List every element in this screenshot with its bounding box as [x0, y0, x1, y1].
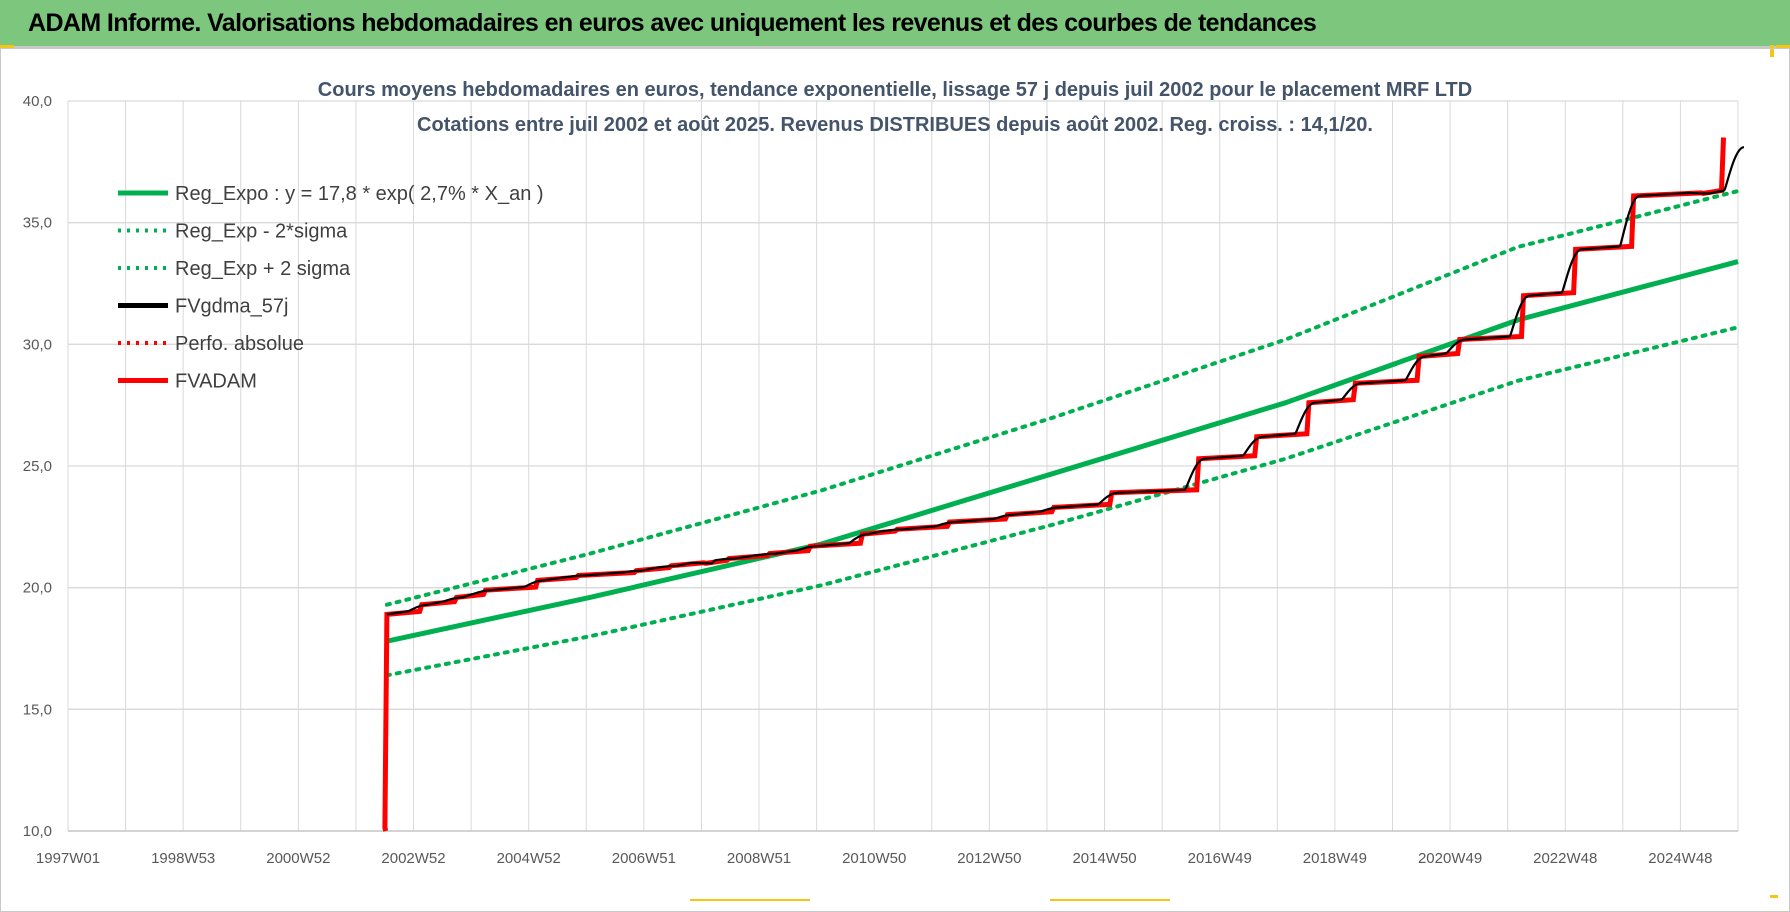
legend-label: Perfo. absolue [175, 333, 304, 355]
y-tick-label: 30,0 [23, 336, 52, 353]
y-tick-label: 40,0 [23, 93, 52, 110]
corner-marker [1776, 45, 1790, 49]
series-line [382, 137, 1726, 832]
y-tick-label: 20,0 [23, 580, 52, 597]
corner-marker [1770, 45, 1774, 57]
corner-marker [0, 45, 14, 49]
x-tick-label: 2016W49 [1188, 850, 1252, 867]
x-tick-label: 2012W50 [957, 850, 1021, 867]
x-tick-label: 2002W52 [381, 850, 445, 867]
series-line [384, 189, 1740, 607]
x-tick-label: 1998W53 [151, 850, 215, 867]
legend-label: Reg_Exp - 2*sigma [175, 221, 348, 243]
corner-marker [1770, 895, 1778, 898]
grid [67, 100, 1739, 832]
y-tick-label: 25,0 [23, 458, 52, 475]
plot-area [382, 137, 1745, 832]
y-axis: 10,0 15,0 20,0 25,0 30,0 35,0 40,0 [23, 93, 52, 840]
header-bar: ADAM Informe. Valorisations hebdomadaire… [0, 0, 1790, 48]
x-tick-label: 2006W51 [612, 850, 676, 867]
x-tick-label: 2008W51 [727, 850, 791, 867]
x-tick-label: 2018W49 [1303, 850, 1367, 867]
chart-title-line2: Cotations entre juil 2002 et août 2025. … [417, 114, 1373, 136]
legend: Reg_Expo : y = 17,8 * exp( 2,7% * X_an )… [118, 183, 544, 393]
y-tick-label: 35,0 [23, 215, 52, 232]
y-tick-label: 15,0 [23, 701, 52, 718]
x-tick-label: 2020W49 [1418, 850, 1482, 867]
series-line [386, 146, 1745, 616]
corner-marker [690, 899, 810, 901]
legend-label: Reg_Exp + 2 sigma [175, 258, 351, 280]
x-tick-label: 1997W01 [36, 850, 100, 867]
chart-title-line1: Cours moyens hebdomadaires en euros, ten… [318, 79, 1472, 101]
legend-label: Reg_Expo : y = 17,8 * exp( 2,7% * X_an ) [175, 183, 544, 205]
x-tick-label: 2022W48 [1533, 850, 1597, 867]
legend-label: FVgdma_57j [175, 296, 288, 318]
corner-marker [1050, 899, 1170, 901]
x-tick-label: 2010W50 [842, 850, 906, 867]
series-line [384, 325, 1740, 678]
x-tick-label: 2014W50 [1072, 850, 1136, 867]
series-line [386, 259, 1739, 644]
legend-label: FVADAM [175, 371, 257, 393]
x-tick-label: 2024W48 [1648, 850, 1712, 867]
x-tick-label: 2000W52 [266, 850, 330, 867]
y-tick-label: 10,0 [23, 823, 52, 840]
x-axis: 1997W01 1998W53 2000W52 2002W52 2004W52 2006W… [36, 850, 1713, 867]
page-title: ADAM Informe. Valorisations hebdomadaire… [28, 9, 1317, 37]
x-tick-label: 2004W52 [497, 850, 561, 867]
